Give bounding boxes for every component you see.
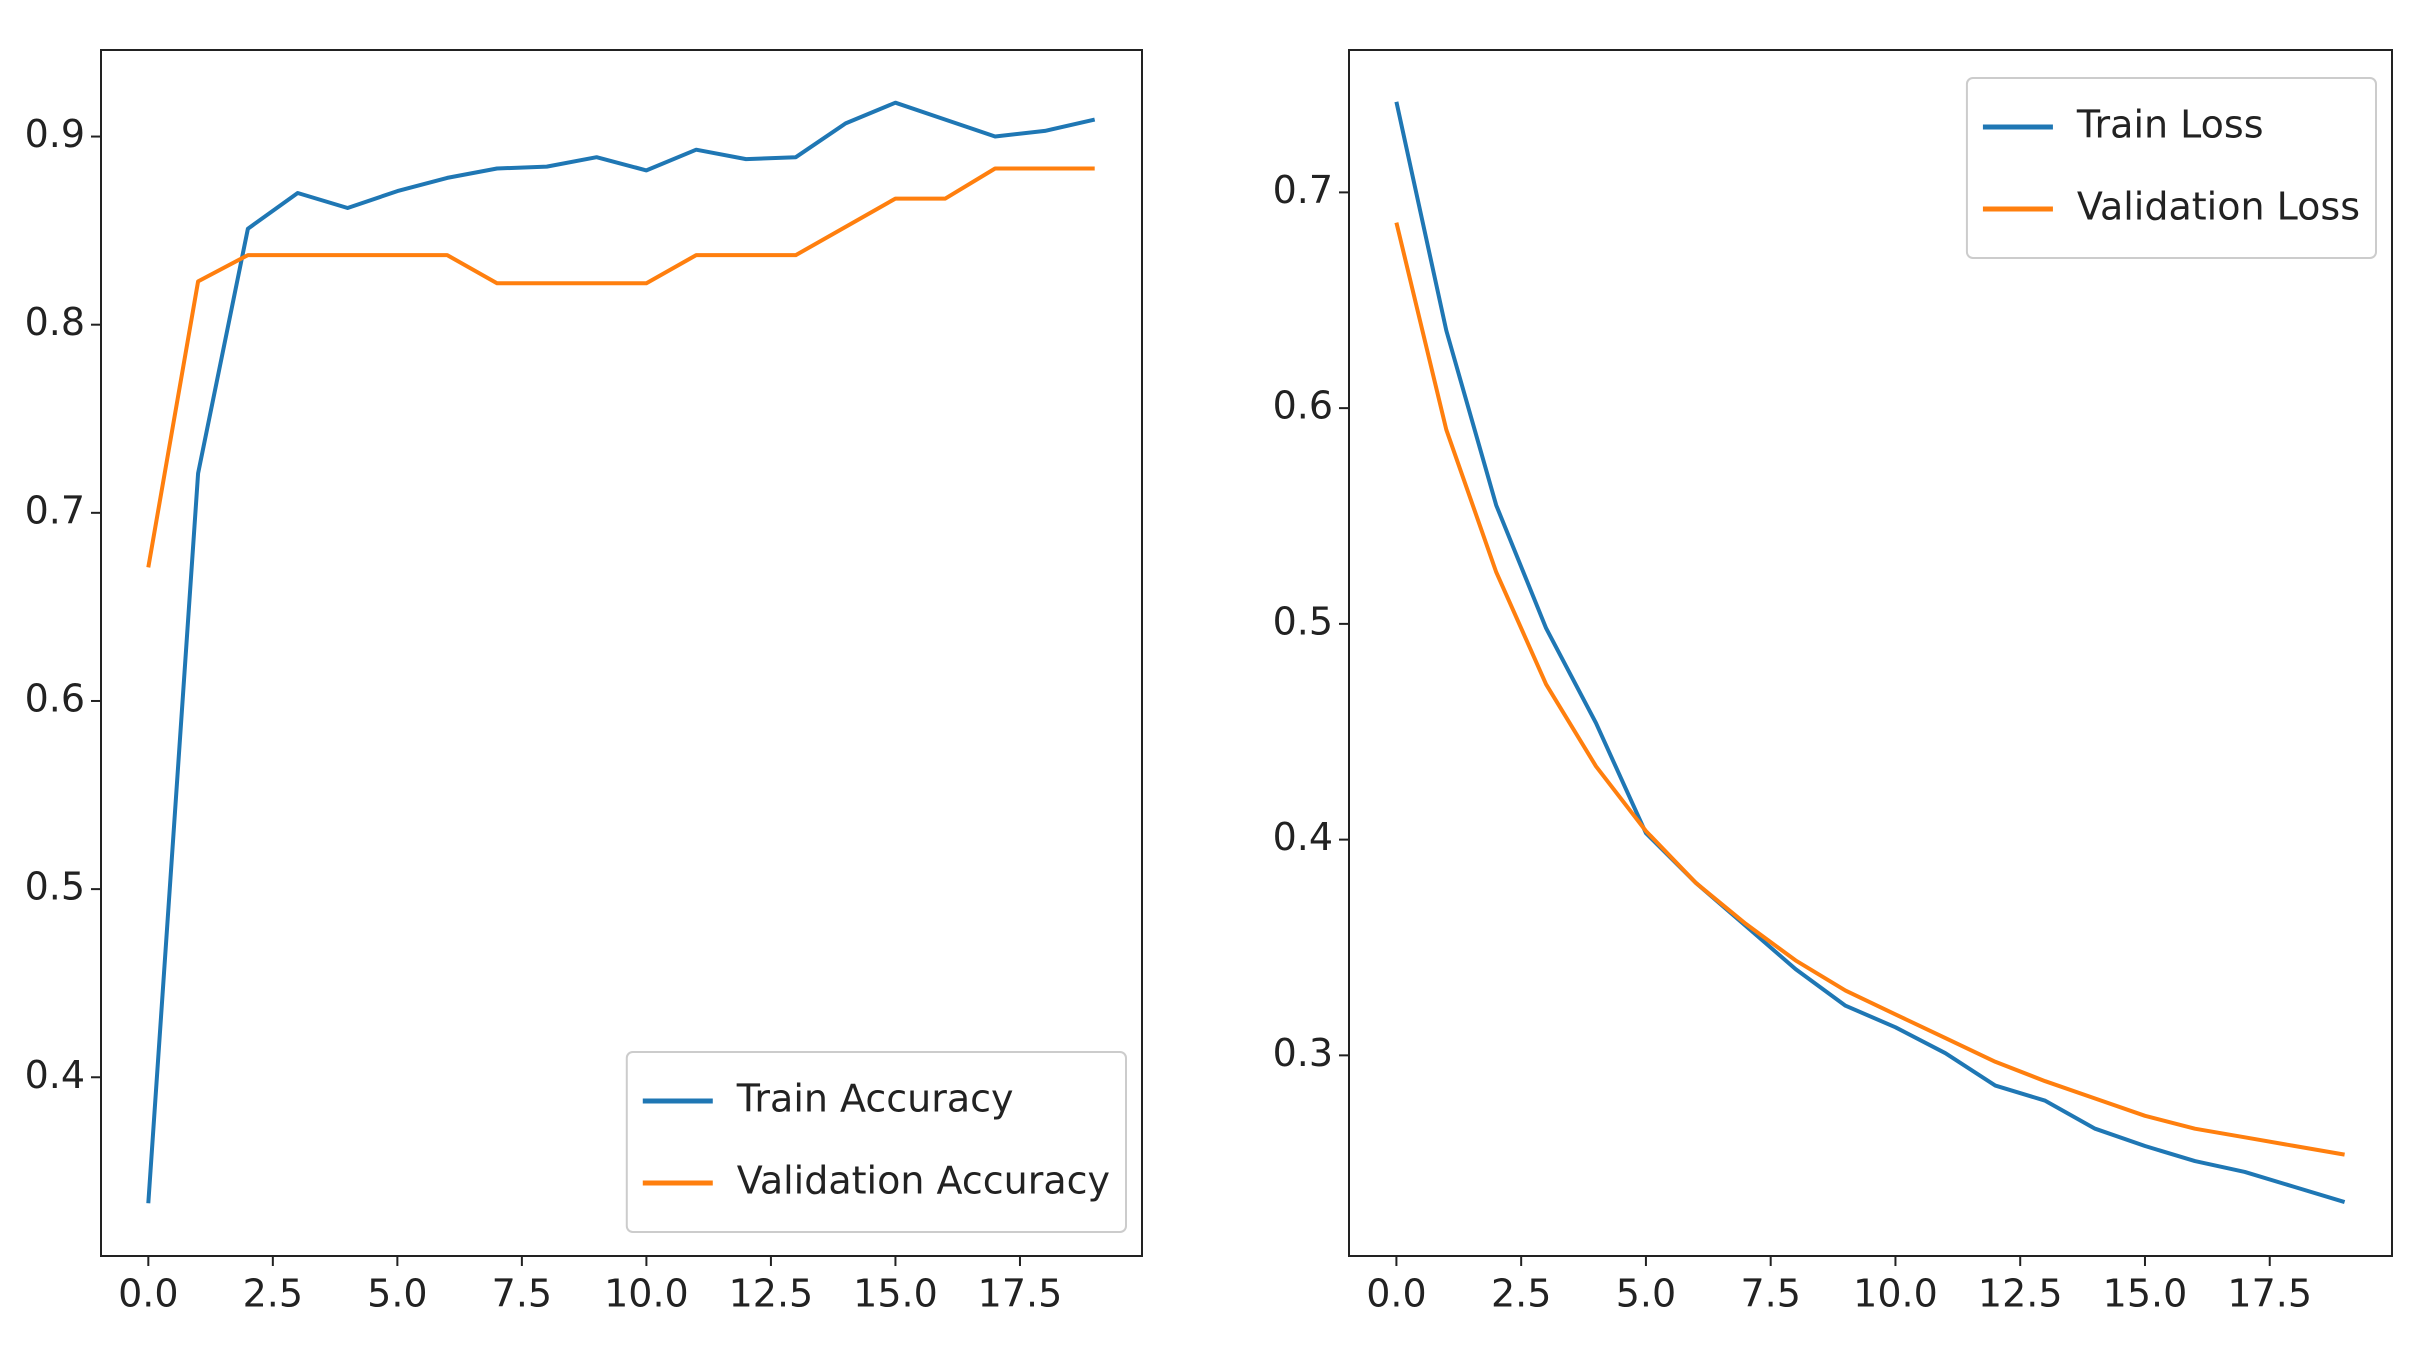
y-tick-label: 0.7: [25, 488, 85, 532]
legend-label: Train Accuracy: [736, 1077, 1014, 1121]
x-tick-label: 2.5: [243, 1272, 303, 1316]
y-tick-label: 0.9: [25, 112, 85, 156]
legend-label: Validation Accuracy: [737, 1159, 1110, 1203]
legend: Train Loss Validation Loss: [1965, 77, 2377, 259]
axes-frame: [100, 49, 1143, 1257]
x-tick-label: 10.0: [1853, 1272, 1938, 1316]
x-tick-label: 2.5: [1491, 1272, 1551, 1316]
y-tick-label: 0.5: [25, 865, 85, 909]
x-tick-label: 12.5: [1978, 1272, 2063, 1316]
y-tick-label: 0.8: [25, 300, 85, 344]
series-line: [146, 100, 1096, 1204]
subplot: 0.0 2.5 5.0 7.5 10.0 12.5 15.0 17.5 0.3 0.4 0.5 0.6…: [1273, 49, 2393, 1316]
legend-label: Validation Loss: [2077, 185, 2360, 229]
legend-frame: [1965, 77, 2377, 259]
x-tick-label: 10.0: [604, 1272, 689, 1316]
x-tick-label: 7.5: [492, 1272, 552, 1316]
series-line: [1394, 101, 2346, 1205]
legend-frame: [625, 1051, 1127, 1233]
x-tick-label: 0.0: [118, 1272, 178, 1316]
x-tick-label: 5.0: [367, 1272, 427, 1316]
axes-frame: [1348, 49, 2393, 1257]
x-tick-label: 5.0: [1616, 1272, 1676, 1316]
x-tick-label: 15.0: [853, 1272, 938, 1316]
subplot: 0.0 2.5 5.0 7.5 10.0 12.5 15.0 17.5 0.4 0.5 0.6 0.7…: [25, 49, 1143, 1316]
y-tick-label: 0.4: [1273, 815, 1333, 859]
legend: Train Accuracy Validation Accuracy: [625, 1051, 1127, 1233]
x-tick-label: 0.0: [1366, 1272, 1426, 1316]
x-tick-label: 12.5: [729, 1272, 814, 1316]
y-tick-label: 0.3: [1273, 1031, 1333, 1075]
y-tick-label: 0.5: [1273, 599, 1333, 643]
series-line: [1394, 222, 2345, 1157]
series-line: [146, 166, 1095, 568]
y-tick-label: 0.6: [1273, 384, 1333, 428]
x-tick-label: 7.5: [1740, 1272, 1800, 1316]
y-tick-label: 0.4: [25, 1053, 85, 1097]
y-tick-label: 0.6: [25, 676, 85, 720]
x-tick-label: 17.5: [2227, 1272, 2312, 1316]
y-tick-label: 0.7: [1273, 168, 1333, 212]
legend-label: Train Loss: [2076, 103, 2264, 147]
x-tick-label: 17.5: [978, 1272, 1063, 1316]
x-tick-label: 15.0: [2103, 1272, 2188, 1316]
